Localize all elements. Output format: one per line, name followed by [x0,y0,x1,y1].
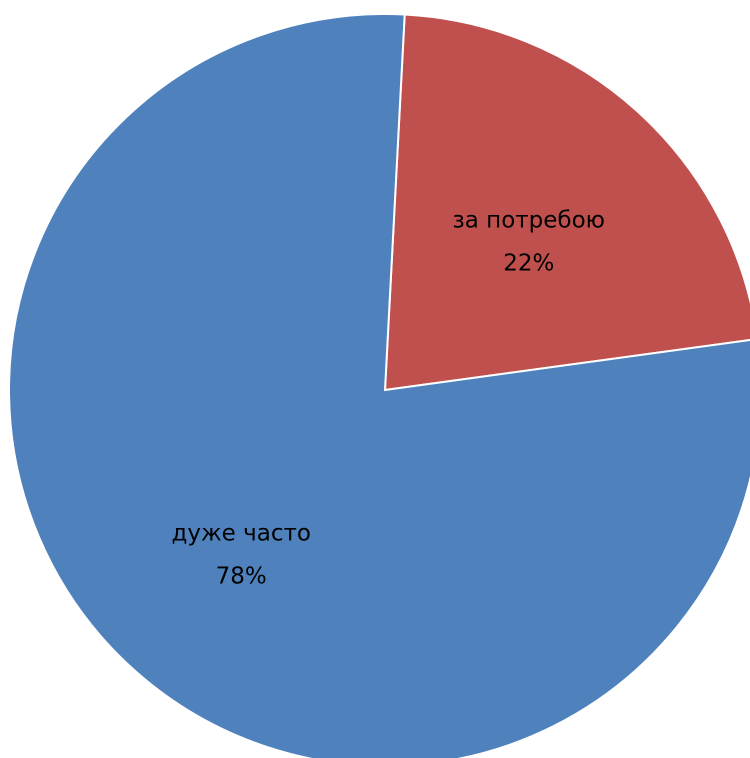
slice-percent-label: 78% [216,563,267,589]
slice-category-label: за потребою [453,208,606,234]
pie-slice-2 [8,13,750,758]
pie-slice-1 [383,13,750,392]
slice-label-1: за потребою 22% [453,208,606,277]
pie-labels: за потребою 22% дуже часто 78% [171,208,605,590]
slice-label-2: дуже часто 78% [171,520,311,589]
slice-percent-label: 22% [503,251,554,277]
slice-category-label: дуже часто [171,520,311,546]
pie-slices [8,13,750,758]
